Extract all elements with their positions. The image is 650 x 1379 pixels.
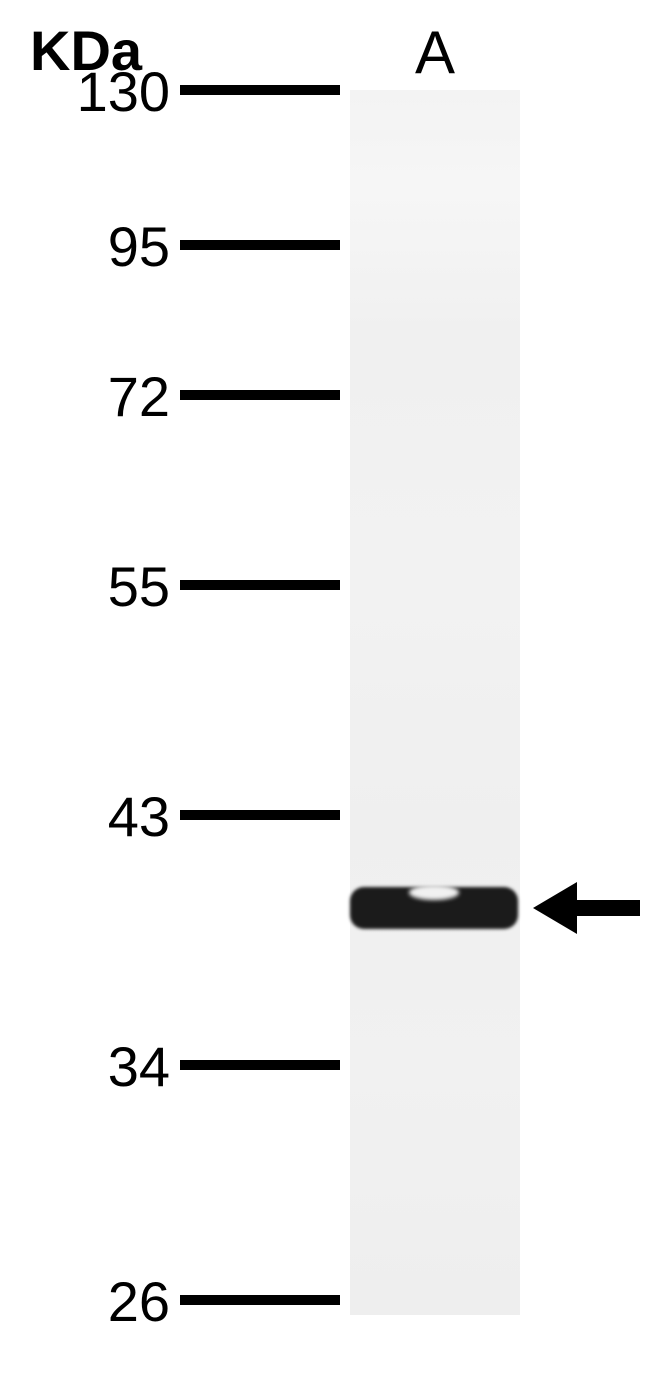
mw-label-26: 26 (50, 1269, 170, 1334)
tick-130 (180, 85, 340, 95)
tick-72 (180, 390, 340, 400)
tick-95 (180, 240, 340, 250)
mw-label-55: 55 (50, 554, 170, 619)
lane-a (350, 90, 520, 1315)
tick-43 (180, 810, 340, 820)
arrow-shaft (577, 900, 640, 916)
tick-55 (180, 580, 340, 590)
western-blot-figure: KDa 130957255433426 A (0, 0, 650, 1379)
mw-label-95: 95 (50, 214, 170, 279)
tick-34 (180, 1060, 340, 1070)
mw-label-72: 72 (50, 364, 170, 429)
mw-label-130: 130 (50, 59, 170, 124)
mw-label-43: 43 (50, 784, 170, 849)
tick-26 (180, 1295, 340, 1305)
mw-label-34: 34 (50, 1034, 170, 1099)
arrow-head-icon (533, 882, 577, 934)
band-1-dip (409, 885, 459, 900)
lane-label: A (350, 18, 520, 87)
